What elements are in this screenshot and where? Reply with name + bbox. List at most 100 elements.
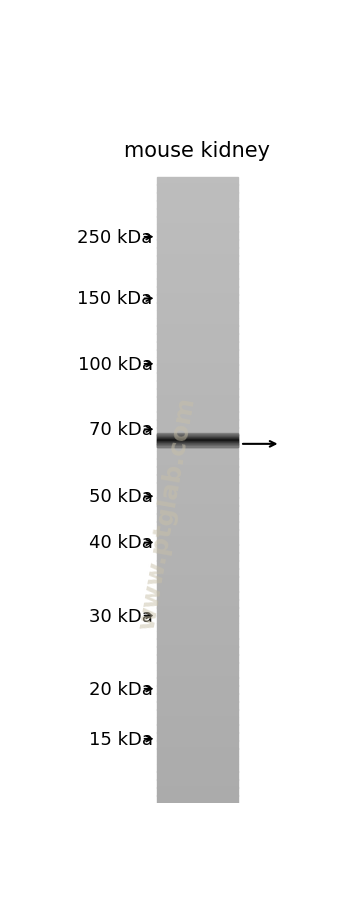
Bar (157, 442, 238, 443)
Bar (157, 342, 238, 350)
Text: 30 kDa: 30 kDa (89, 607, 153, 625)
Bar (157, 434, 238, 436)
Bar (157, 451, 238, 460)
Bar (157, 694, 238, 702)
Bar (157, 357, 238, 366)
Bar (157, 389, 238, 397)
Text: 50 kDa: 50 kDa (89, 488, 153, 506)
Bar (157, 686, 238, 695)
Bar (157, 443, 238, 445)
Text: www.ptglab.com: www.ptglab.com (134, 395, 199, 631)
Bar (157, 647, 238, 655)
Bar (157, 326, 238, 335)
Bar (157, 310, 238, 319)
Bar (157, 373, 238, 382)
Text: 70 kDa: 70 kDa (89, 420, 153, 438)
Bar (157, 600, 238, 608)
Bar (157, 560, 238, 569)
Bar (157, 498, 238, 507)
Bar (157, 795, 238, 804)
Bar (157, 435, 238, 436)
Bar (157, 437, 238, 438)
Text: 15 kDa: 15 kDa (88, 730, 153, 748)
Bar (157, 709, 238, 718)
Bar (157, 439, 238, 440)
Bar (157, 287, 238, 296)
Bar (157, 412, 238, 420)
Bar (157, 437, 238, 438)
Bar (157, 404, 238, 413)
Bar (157, 592, 238, 601)
Bar (157, 446, 238, 447)
Text: 40 kDa: 40 kDa (89, 534, 153, 552)
Bar (157, 584, 238, 593)
Bar (157, 185, 238, 194)
Bar (157, 630, 238, 640)
Text: 100 kDa: 100 kDa (78, 355, 153, 373)
Bar (157, 717, 238, 725)
Bar (157, 443, 238, 444)
Text: 250 kDa: 250 kDa (77, 228, 153, 246)
Bar (157, 779, 238, 788)
Bar (157, 396, 238, 405)
Bar (157, 381, 238, 390)
Bar (157, 232, 238, 241)
Bar (157, 441, 238, 442)
Bar (157, 240, 238, 249)
Bar (157, 724, 238, 733)
Bar (157, 537, 238, 546)
Bar (157, 466, 238, 475)
Bar (157, 440, 238, 442)
Bar (157, 193, 238, 202)
Bar (157, 438, 238, 439)
Bar (157, 787, 238, 796)
Bar (157, 490, 238, 499)
Bar (157, 623, 238, 631)
Bar (157, 295, 238, 303)
Bar (157, 436, 238, 437)
Text: mouse kidney: mouse kidney (124, 141, 271, 161)
Bar (157, 349, 238, 358)
Bar (157, 732, 238, 741)
Bar (157, 459, 238, 467)
Bar (157, 771, 238, 780)
Bar (157, 178, 238, 186)
Bar (157, 654, 238, 663)
Bar (157, 428, 238, 437)
Bar (157, 483, 238, 491)
Bar (157, 748, 238, 757)
Bar (157, 334, 238, 343)
Bar (157, 615, 238, 624)
Bar (157, 639, 238, 648)
Bar (157, 272, 238, 280)
Bar (157, 576, 238, 584)
Bar (157, 201, 238, 209)
Bar (157, 677, 238, 686)
Bar (157, 553, 238, 561)
Bar (157, 513, 238, 522)
Bar (157, 434, 238, 435)
Bar (157, 756, 238, 765)
Bar (157, 440, 238, 441)
Bar (157, 568, 238, 577)
Bar (157, 445, 238, 446)
Bar (157, 225, 238, 233)
Text: 150 kDa: 150 kDa (77, 290, 153, 308)
Bar (157, 208, 238, 217)
Bar (157, 419, 238, 428)
Bar (157, 521, 238, 530)
Bar (157, 318, 238, 327)
Bar (157, 443, 238, 452)
Text: 20 kDa: 20 kDa (89, 680, 153, 698)
Bar (157, 255, 238, 264)
Bar (157, 444, 238, 445)
Bar (157, 302, 238, 311)
Bar (157, 506, 238, 514)
Bar (157, 741, 238, 749)
Bar (157, 216, 238, 226)
Bar (157, 662, 238, 671)
Bar (157, 279, 238, 288)
Bar (157, 474, 238, 483)
Bar (157, 545, 238, 554)
Bar (157, 607, 238, 616)
